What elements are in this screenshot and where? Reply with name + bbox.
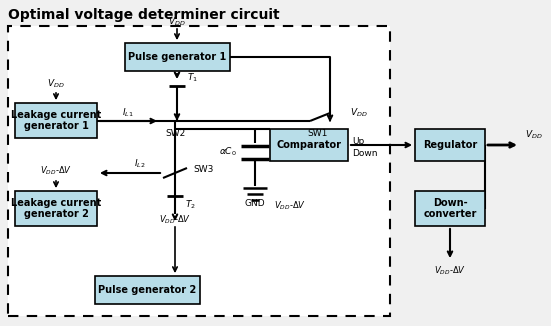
Text: Pulse generator 2: Pulse generator 2	[99, 285, 197, 295]
Bar	[15, 191, 97, 226]
Bar	[415, 129, 485, 161]
Text: SW2: SW2	[165, 128, 185, 138]
Text: $V_{DD}$: $V_{DD}$	[525, 129, 543, 141]
Text: $V_{DD}$: $V_{DD}$	[350, 107, 368, 119]
Text: $I_{L2}$: $I_{L2}$	[134, 158, 146, 170]
Text: Regulator: Regulator	[423, 140, 477, 150]
Text: Optimal voltage determiner circuit: Optimal voltage determiner circuit	[8, 8, 279, 22]
Text: $T_1$: $T_1$	[187, 72, 198, 84]
Text: $\alpha C_0$: $\alpha C_0$	[219, 146, 237, 158]
Bar	[415, 191, 485, 226]
Text: SW1: SW1	[308, 128, 328, 138]
Text: $V_{DD}$-$\Delta V$: $V_{DD}$-$\Delta V$	[434, 265, 466, 277]
Text: $I_{L1}$: $I_{L1}$	[122, 107, 134, 119]
Bar	[8, 26, 390, 316]
Text: $V_{DD}$-$\Delta V$: $V_{DD}$-$\Delta V$	[159, 214, 191, 226]
Text: Down: Down	[352, 149, 377, 157]
Text: Leakage current
generator 1: Leakage current generator 1	[11, 110, 101, 131]
Bar	[95, 276, 200, 304]
Text: SW3: SW3	[193, 166, 213, 174]
Text: Leakage current
generator 2: Leakage current generator 2	[11, 198, 101, 219]
Text: Down-
converter: Down- converter	[423, 198, 477, 219]
Text: $V_{DD}$-$\Delta V$: $V_{DD}$-$\Delta V$	[274, 200, 306, 212]
Bar	[125, 43, 230, 71]
Text: GND: GND	[245, 200, 266, 209]
Text: Pulse generator 1: Pulse generator 1	[128, 52, 226, 62]
Text: $V_{DD}$: $V_{DD}$	[168, 16, 186, 28]
Text: $V_{DD}$: $V_{DD}$	[47, 78, 65, 90]
Text: $V_{DD}$-$\Delta V$: $V_{DD}$-$\Delta V$	[40, 165, 72, 177]
Bar	[270, 129, 348, 161]
Text: $T_2$: $T_2$	[185, 199, 196, 211]
Text: Up: Up	[352, 137, 364, 145]
Text: Comparator: Comparator	[277, 140, 342, 150]
Bar	[15, 103, 97, 138]
